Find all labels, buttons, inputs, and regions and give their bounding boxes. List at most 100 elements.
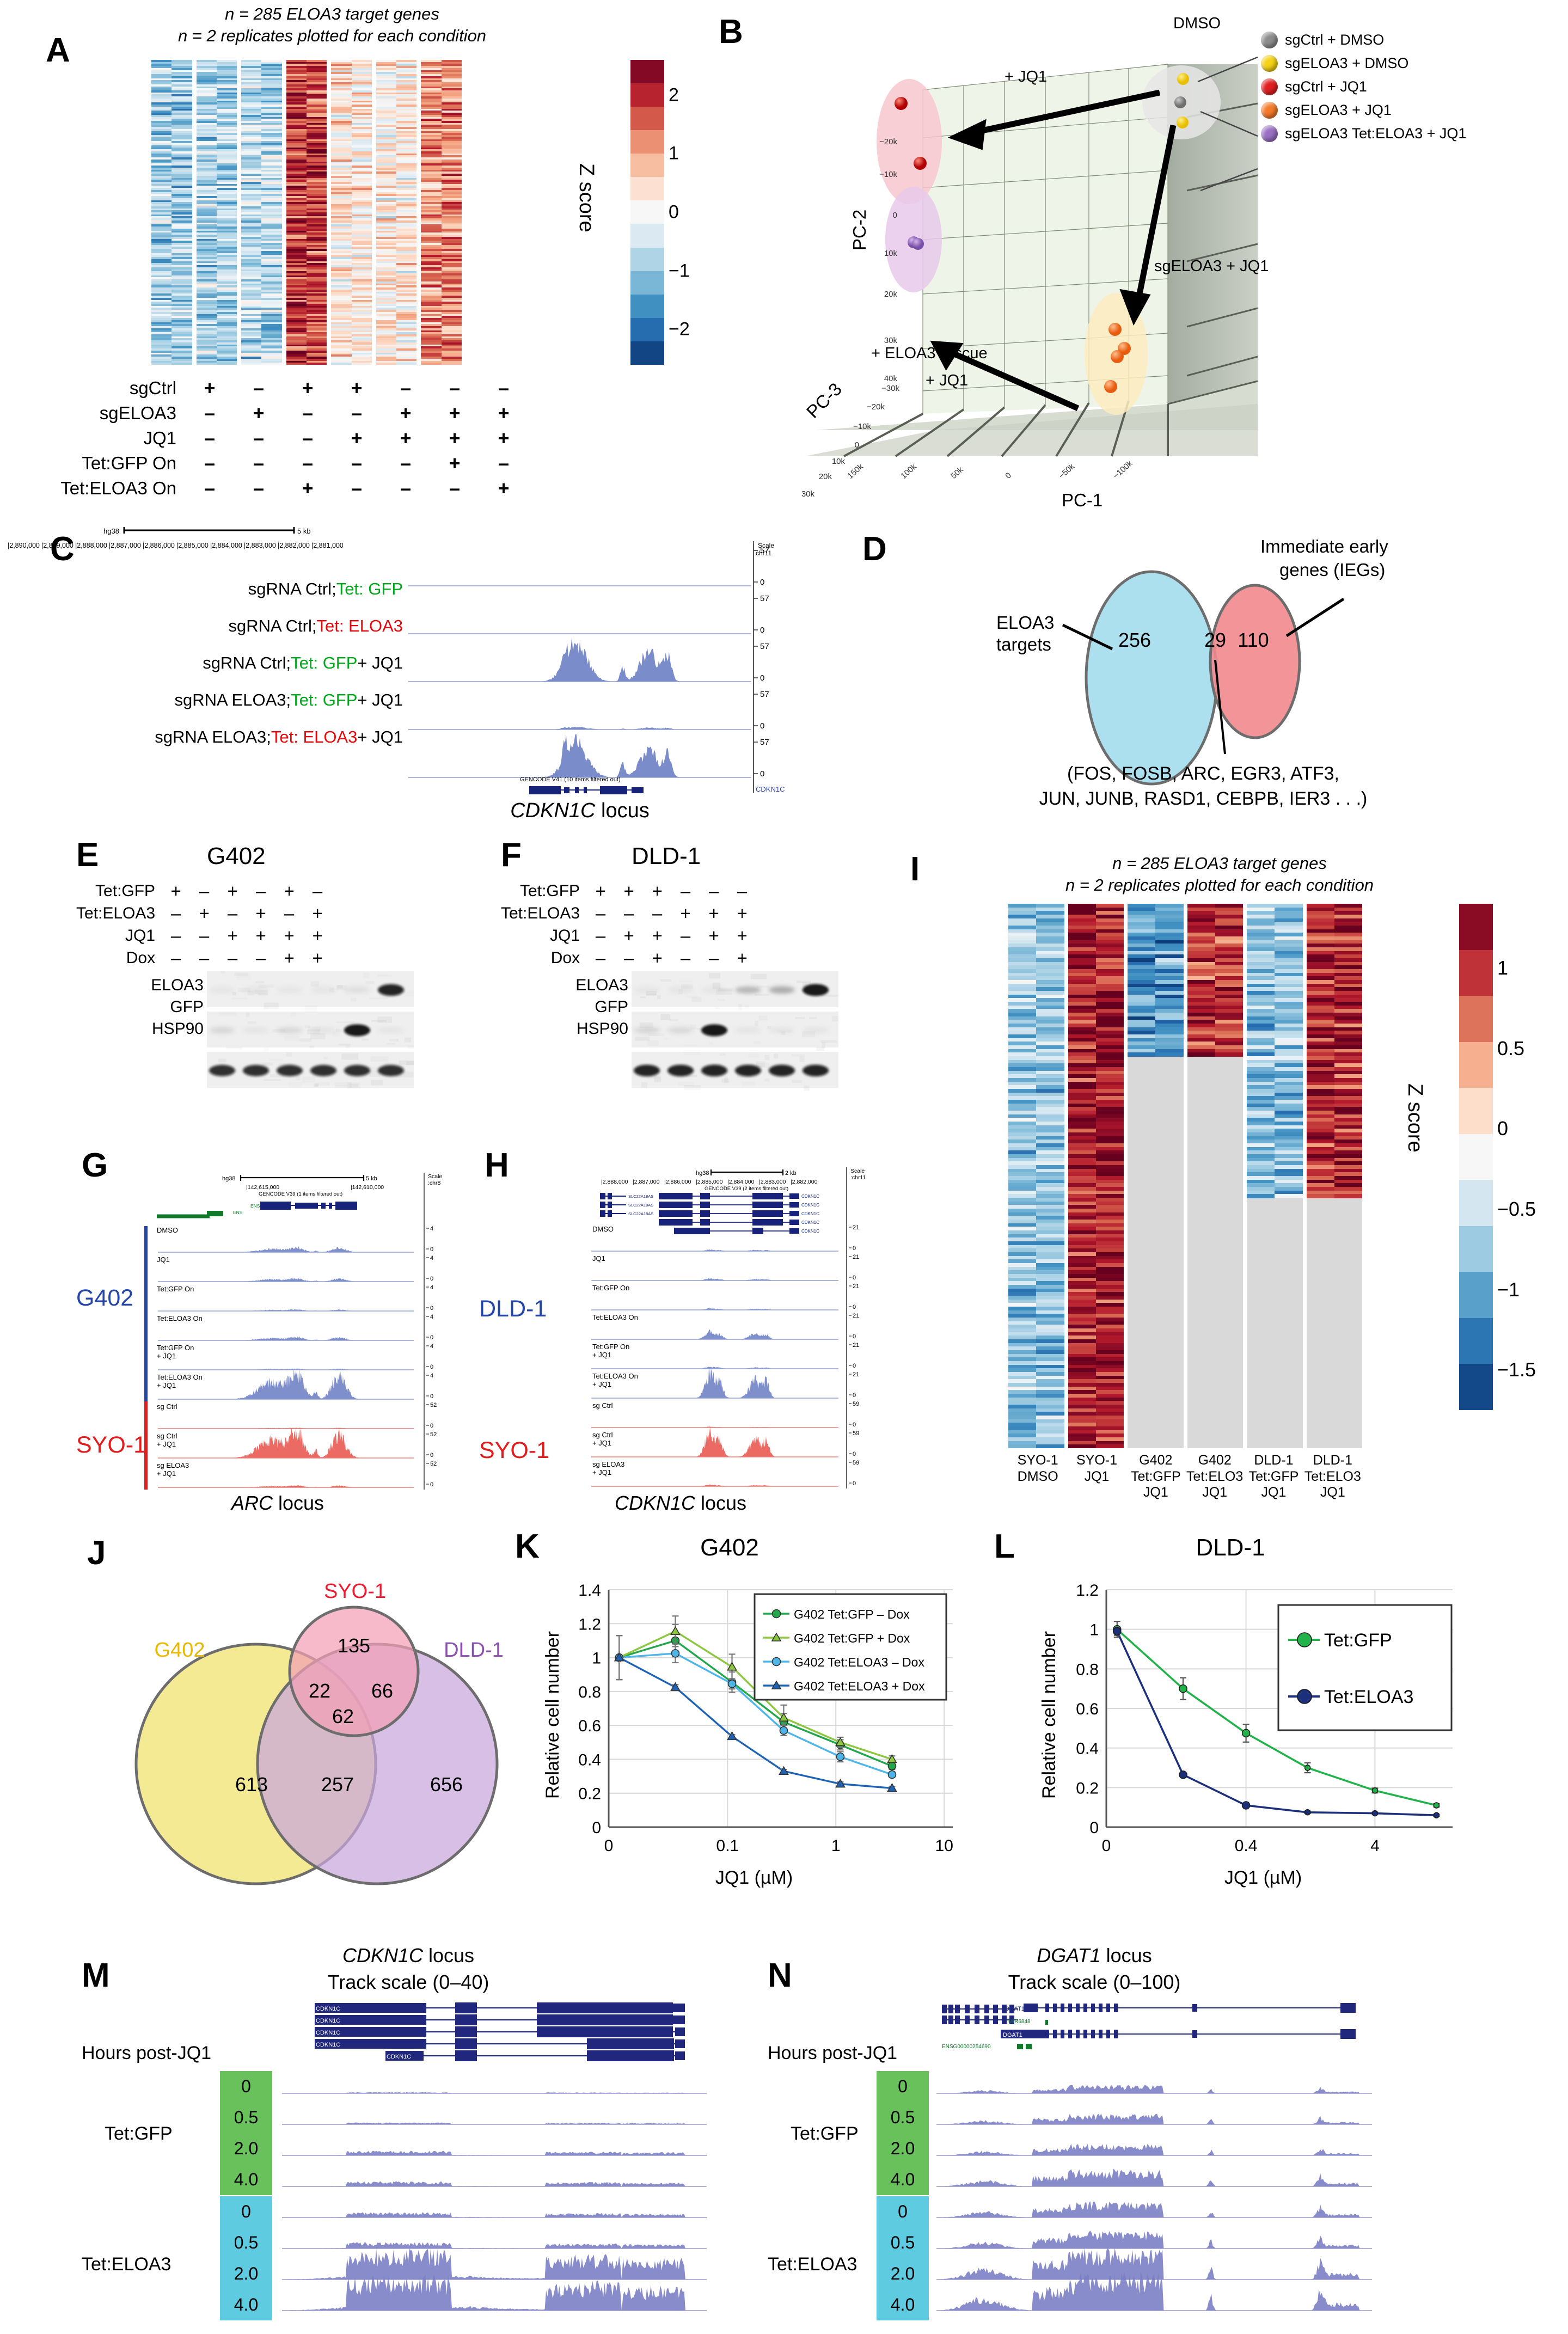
heatmap-cell bbox=[441, 289, 462, 292]
heatmap-cell bbox=[1008, 1408, 1037, 1413]
heatmap-cell bbox=[1008, 1364, 1037, 1369]
heatmap-cell bbox=[1275, 915, 1303, 919]
heatmap-cell bbox=[171, 318, 192, 321]
heatmap-cell bbox=[286, 70, 307, 72]
heatmap-cell bbox=[421, 98, 442, 101]
heatmap-cell bbox=[151, 125, 172, 127]
heatmap-cell bbox=[241, 180, 262, 182]
panel-m-locus-line: CDKN1C locus bbox=[240, 1943, 577, 1969]
heatmap-cell bbox=[261, 218, 282, 221]
panel-k-marker bbox=[836, 1752, 845, 1761]
heatmap-cell bbox=[1036, 944, 1064, 948]
heatmap-cell bbox=[307, 180, 327, 182]
heatmap-cell bbox=[331, 324, 352, 327]
heatmap-cell bbox=[241, 214, 262, 217]
heatmap-cell bbox=[1334, 1114, 1362, 1119]
heatmap-cell bbox=[351, 247, 372, 249]
blot-band bbox=[310, 1027, 336, 1033]
heatmap-cell bbox=[376, 253, 397, 255]
panelH-coord-tick: |2,885,000 bbox=[696, 1179, 723, 1185]
heatmap-cell bbox=[1334, 980, 1362, 984]
heatmap-cell bbox=[1275, 918, 1303, 923]
blot-condition-value: + bbox=[652, 880, 663, 901]
heatmap-cell bbox=[1155, 958, 1184, 963]
heatmap-cell bbox=[171, 289, 192, 292]
panelG-track bbox=[158, 1278, 414, 1282]
heatmap-cell bbox=[307, 293, 327, 296]
heatmap-cell bbox=[1008, 1190, 1037, 1195]
heatmap-cell bbox=[1128, 972, 1156, 977]
heatmap-cell bbox=[1247, 976, 1275, 981]
heatmap-cell bbox=[441, 241, 462, 243]
heatmap-column-gap bbox=[1302, 904, 1307, 1448]
heatmap-cell bbox=[1275, 1165, 1303, 1169]
heatmap-cell bbox=[261, 64, 282, 66]
colorbar-tick: −2 bbox=[669, 318, 690, 340]
heatmap-cell bbox=[421, 354, 442, 357]
heatmap-cell bbox=[1334, 954, 1362, 959]
panel-b-annotation-rescue: + ELOA3 rescue bbox=[871, 345, 988, 362]
heatmap-cell bbox=[307, 305, 327, 309]
heatmap-cell bbox=[307, 155, 327, 158]
colorbar-segment bbox=[1459, 1364, 1493, 1410]
heatmap-cell bbox=[1036, 907, 1064, 912]
heatmap-cell bbox=[286, 175, 307, 179]
panel-k-marker bbox=[670, 1626, 681, 1635]
heatmap-cell bbox=[331, 346, 352, 349]
heatmap-cell bbox=[151, 80, 172, 83]
heatmap-cell bbox=[351, 196, 372, 199]
heatmap-cell bbox=[307, 151, 327, 154]
heatmap-cell bbox=[331, 261, 352, 264]
heatmap-cell bbox=[1155, 940, 1184, 945]
heatmap-replicate bbox=[286, 60, 307, 365]
track-label-prefix: sgRNA Ctrl; bbox=[248, 579, 336, 598]
heatmap-cell bbox=[286, 180, 307, 182]
heatmap-cell bbox=[151, 265, 172, 268]
heatmap-cell bbox=[1306, 1107, 1334, 1111]
condition-value: + bbox=[498, 427, 510, 449]
panel-d-label: D bbox=[862, 530, 887, 568]
heatmap-cell bbox=[1247, 1063, 1275, 1068]
heatmap-cell bbox=[151, 328, 172, 331]
heatmap-cell bbox=[351, 297, 372, 301]
heatmap-cell bbox=[396, 263, 417, 266]
heatmap-cell bbox=[331, 273, 352, 276]
panelM-timepoint: 2.0 bbox=[234, 2264, 259, 2283]
panel-g-tracks: hg38 5 kb|142,615,000 |142,610,000GENCODE … bbox=[144, 1173, 442, 1490]
heatmap-cell bbox=[1275, 1172, 1303, 1177]
heatmap-cell bbox=[196, 141, 217, 144]
heatmap-cell bbox=[1036, 1394, 1064, 1398]
heatmap-cell bbox=[1036, 1274, 1064, 1278]
heatmap-cell bbox=[1068, 1281, 1096, 1285]
heatmap-cell bbox=[1036, 1408, 1064, 1413]
heatmap-cell bbox=[171, 125, 192, 127]
heatmap-cell bbox=[216, 244, 237, 248]
heatmap-cell bbox=[171, 283, 192, 286]
panelG-coverage-area bbox=[234, 1428, 370, 1458]
heatmap-cell bbox=[441, 76, 462, 79]
heatmap-cell bbox=[241, 177, 262, 180]
blot-condition-value: + bbox=[227, 880, 238, 901]
heatmap-cell bbox=[396, 141, 417, 144]
heatmap-cell bbox=[1187, 933, 1215, 937]
heatmap-cell bbox=[351, 111, 372, 113]
heatmap-cell bbox=[1155, 1052, 1184, 1057]
heatmap-replicate bbox=[307, 60, 327, 365]
heatmap-cell bbox=[421, 257, 442, 260]
heatmap-cell bbox=[1036, 1089, 1064, 1093]
heatmap-cell bbox=[196, 157, 217, 160]
heatmap-cell bbox=[1095, 1416, 1124, 1420]
panel-e-blot-image bbox=[207, 971, 414, 1088]
heatmap-cell bbox=[196, 151, 217, 154]
panelH-coverage-area bbox=[659, 1308, 800, 1310]
heatmap-cell bbox=[376, 271, 397, 274]
panel-a-title: n = 285 ELOA3 target genes n = 2 replica… bbox=[98, 3, 566, 46]
heatmap-cell bbox=[331, 169, 352, 172]
heatmap-cell bbox=[351, 363, 372, 365]
panel-c-scale-bar-label: 5 kb bbox=[297, 527, 311, 535]
heatmap-cell bbox=[1095, 907, 1124, 912]
heatmap-cell bbox=[286, 271, 307, 274]
heatmap-cell bbox=[261, 62, 282, 65]
blot-condition-label: Dox bbox=[550, 948, 580, 967]
heatmap-cell bbox=[286, 226, 307, 229]
